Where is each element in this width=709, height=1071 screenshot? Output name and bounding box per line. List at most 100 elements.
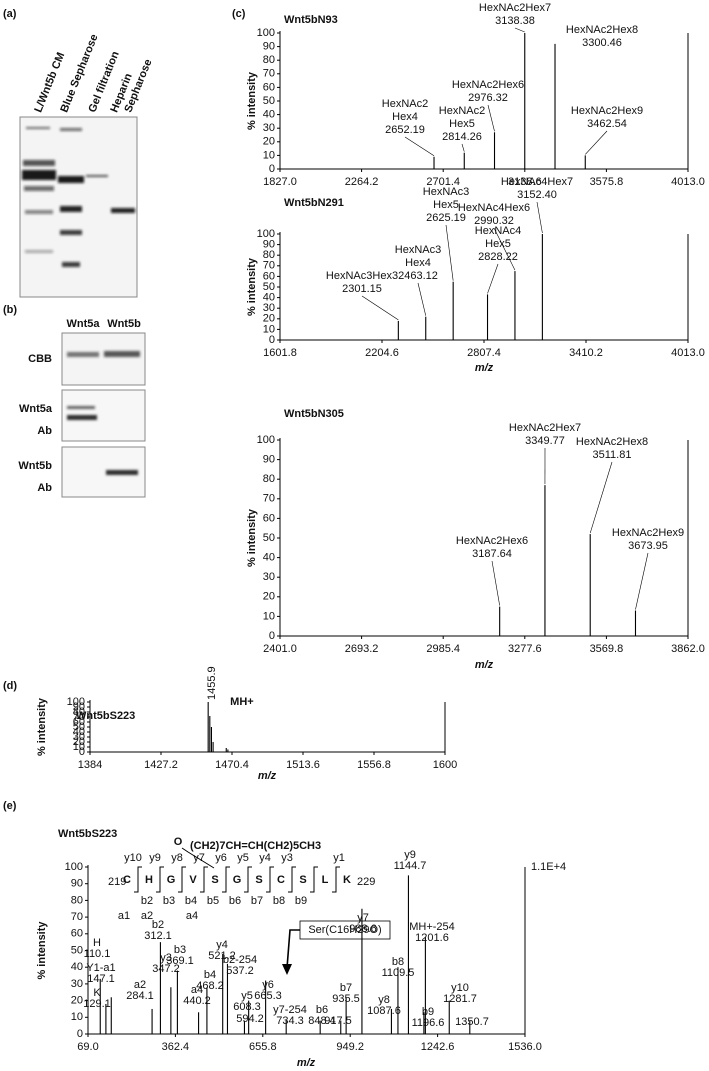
row-label: Ab bbox=[37, 482, 52, 494]
x-tick-label: 1470.4 bbox=[215, 759, 249, 771]
b-ion: b6 bbox=[229, 895, 241, 907]
peak-annotation: b8 bbox=[392, 956, 404, 968]
x-tick-label: 2807.4 bbox=[467, 347, 501, 359]
peak-mass: 1350.7 bbox=[455, 1016, 489, 1028]
peak-mass: 1281.7 bbox=[443, 993, 477, 1005]
x-tick-label: 3277.6 bbox=[508, 643, 542, 655]
y-ion: y7 bbox=[193, 852, 205, 864]
chart-title: Wnt5bS223 bbox=[58, 828, 117, 840]
chart-title: Wnt5bN93 bbox=[284, 14, 338, 26]
x-tick-label: 949.2 bbox=[336, 1041, 364, 1053]
y-tick-label: 10 bbox=[71, 1011, 83, 1023]
peak-mass: 3462.54 bbox=[587, 118, 627, 130]
panel-label: (d) bbox=[3, 680, 17, 692]
gel-b bbox=[61, 332, 146, 498]
x-tick-label: 1600 bbox=[433, 759, 457, 771]
y-axis-label: % intensity bbox=[246, 71, 258, 130]
peak-mass: 3138.38 bbox=[495, 15, 535, 27]
row-label: Wnt5a bbox=[19, 403, 53, 415]
y-tick-label: 70 bbox=[73, 711, 85, 723]
leader-line bbox=[491, 560, 500, 606]
x-tick-label: 2204.6 bbox=[365, 347, 399, 359]
peak-annotation: HexNAc3 bbox=[423, 186, 469, 198]
residue: S bbox=[299, 874, 306, 886]
residue: C bbox=[277, 874, 285, 886]
y-tick-label: 20 bbox=[263, 591, 275, 603]
y-tick-label: 90 bbox=[73, 701, 85, 713]
peak-mass: 110.1 bbox=[84, 948, 111, 960]
leader-line bbox=[361, 295, 399, 321]
peak-annotation: b2-254 bbox=[223, 954, 257, 966]
y-tick-label: 30 bbox=[71, 978, 83, 990]
x-axis-label: m/z bbox=[258, 770, 277, 782]
x-tick-label: 655.8 bbox=[249, 1041, 277, 1053]
residue: C bbox=[123, 874, 131, 886]
x-tick-label: 3138.6 bbox=[508, 176, 542, 188]
peak-annotation: Hex5 bbox=[433, 199, 459, 211]
b-ion: b7 bbox=[251, 895, 263, 907]
peak-annotation: b6 bbox=[316, 1004, 328, 1016]
row-label: CBB bbox=[28, 353, 52, 365]
peak-mass: 2828.22 bbox=[478, 251, 518, 263]
residue: S bbox=[255, 874, 262, 886]
y-tick-label: 60 bbox=[73, 716, 85, 728]
peak-annotation: Hex5 bbox=[449, 118, 475, 130]
peak-mass: 369.1 bbox=[166, 955, 194, 967]
lane-label: Wnt5a bbox=[67, 318, 101, 330]
y-tick-label: 70 bbox=[71, 911, 83, 923]
x-tick-label: 3575.8 bbox=[590, 176, 624, 188]
y-tick-label: 40 bbox=[263, 109, 275, 121]
peak-mass: 3300.46 bbox=[582, 37, 622, 49]
peak-mass: 3187.64 bbox=[472, 548, 512, 560]
row-label: Wnt5b bbox=[18, 460, 52, 472]
y-tick-label: 0 bbox=[79, 746, 85, 758]
x-tick-label: 3862.0 bbox=[671, 643, 705, 655]
peak-mass: 848.4 bbox=[308, 1015, 336, 1027]
peak-mass: 1201.6 bbox=[415, 932, 449, 944]
y-tick-label: 100 bbox=[257, 27, 275, 39]
a-ion: a2 bbox=[141, 910, 153, 922]
peak-annotation: HexNAc2 bbox=[439, 105, 485, 117]
peak-mass: 3152.40 bbox=[517, 189, 557, 201]
residue: G bbox=[233, 874, 242, 886]
y-tick-label: 40 bbox=[263, 292, 275, 304]
residue: V bbox=[189, 874, 197, 886]
y-ion: y9 bbox=[149, 852, 161, 864]
y-tick-label: 70 bbox=[263, 493, 275, 505]
y-axis-label: % intensity bbox=[246, 508, 258, 567]
y-tick-label: 100 bbox=[257, 228, 275, 240]
y-tick-label: 10 bbox=[263, 149, 275, 161]
peak-mass: 1196.6 bbox=[412, 1017, 445, 1029]
x-tick-label: 1536.0 bbox=[508, 1041, 542, 1053]
row-label: Ab bbox=[37, 425, 52, 437]
peak-mass: 1455.9 bbox=[206, 666, 218, 700]
peak-annotation: HexNAc2Hex7 bbox=[479, 2, 551, 14]
peak-annotation: y9 bbox=[404, 849, 416, 861]
peak-mass: 147.1 bbox=[87, 973, 115, 985]
y-tick-label: 20 bbox=[71, 995, 83, 1007]
y-ion: y4 bbox=[259, 852, 271, 864]
x-tick-label: 2693.2 bbox=[345, 643, 379, 655]
gel-a bbox=[19, 116, 138, 298]
peak-mass: 608.3 bbox=[233, 1001, 261, 1013]
peak-annotation: y7-254 bbox=[273, 1004, 307, 1016]
leader-line bbox=[417, 282, 427, 316]
x-axis-label: m/z bbox=[475, 659, 494, 671]
y-tick-label: 40 bbox=[263, 552, 275, 564]
y-tick-label: 90 bbox=[263, 454, 275, 466]
residue-number: 219 bbox=[108, 876, 126, 888]
peak-mass: 2301.15 bbox=[342, 283, 382, 295]
residue: L bbox=[322, 874, 329, 886]
x-tick-label: 1513.6 bbox=[286, 759, 320, 771]
peak-annotation: K bbox=[93, 987, 101, 999]
y-axis-label: % intensity bbox=[36, 921, 48, 980]
y-ion: y10 bbox=[124, 852, 142, 864]
peak-annotation: HexNAc2Hex6 bbox=[456, 535, 528, 547]
formula: (CH2)7CH=CH(CH2)5CH3 bbox=[190, 840, 321, 852]
peak-mass: 935.5 bbox=[332, 993, 360, 1005]
peak-mass: 665.3 bbox=[254, 990, 282, 1002]
y-tick-label: 90 bbox=[71, 878, 83, 890]
cleavage-mark bbox=[332, 866, 340, 893]
panel-label: (e) bbox=[3, 800, 17, 812]
peak-annotation: HexNAc3Hex3 bbox=[326, 270, 398, 282]
